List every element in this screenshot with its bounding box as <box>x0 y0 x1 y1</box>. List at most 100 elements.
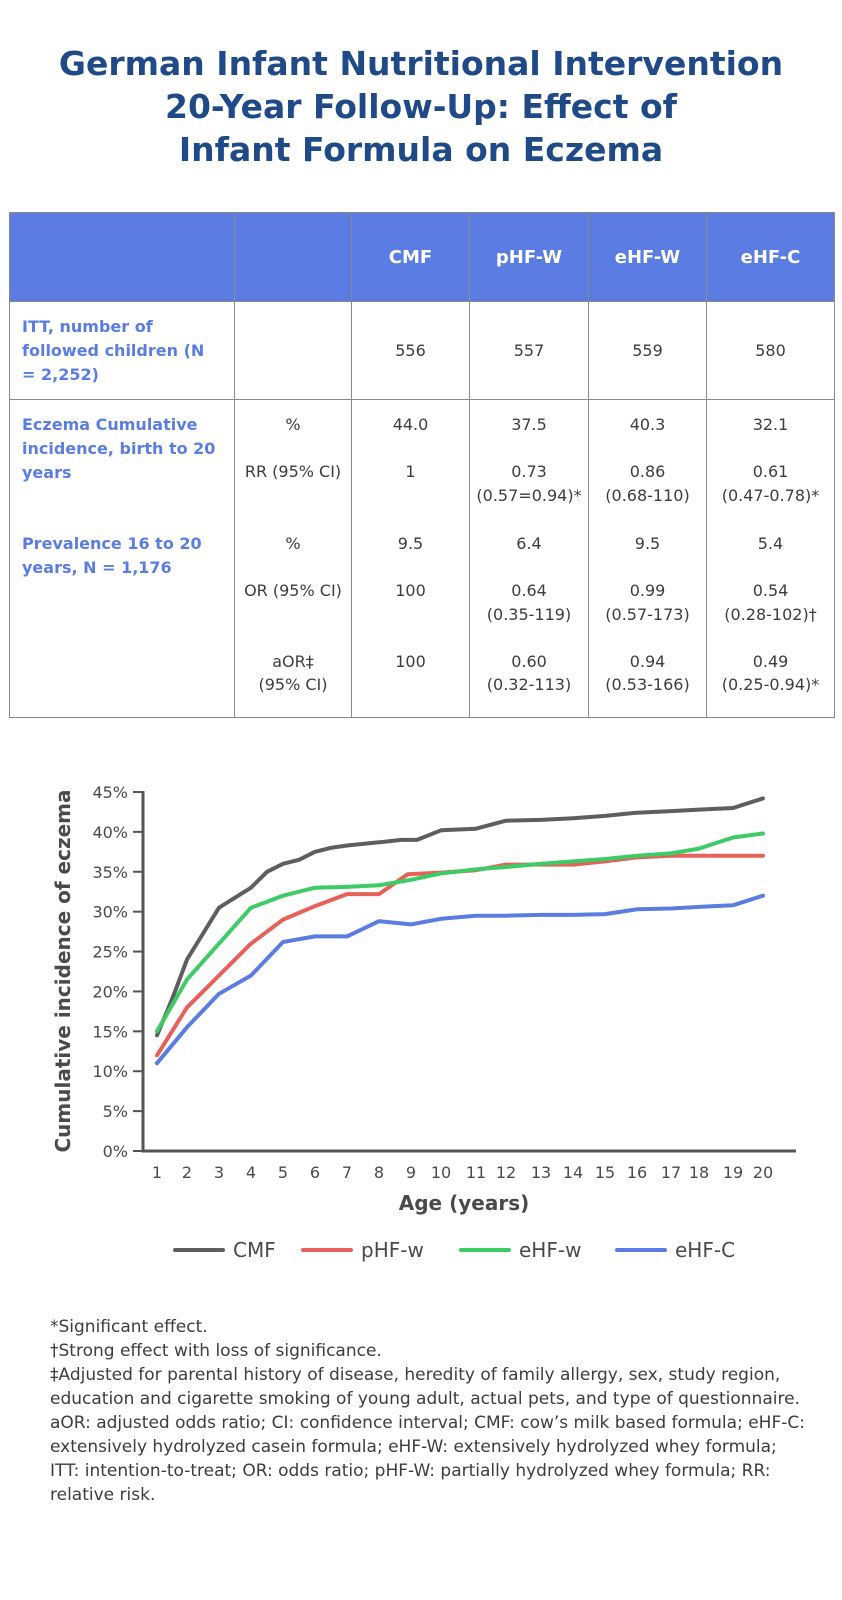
cell-value: 0.73 <box>511 462 547 481</box>
footnote: ‡Adjusted for parental history of diseas… <box>50 1365 800 1409</box>
title-line: German Infant Nutritional Intervention <box>58 44 784 83</box>
legend-label: eHF-w <box>519 1238 581 1262</box>
value-cell: 37.5 0.73 (0.57=0.94)* 6.4 0.64 (0.35-11… <box>469 399 589 718</box>
legend-label: CMF <box>233 1238 276 1262</box>
sublabel-cell: % RR (95% CI) % OR (95% CI) aOR‡ (95% CI… <box>234 399 352 718</box>
cell-value: (0.57=0.94)* <box>476 486 582 505</box>
column-header: eHF-W <box>588 212 707 302</box>
x-tick-label: 3 <box>214 1163 224 1182</box>
sublabel-cell <box>234 301 352 400</box>
footnote: †Strong effect with loss of significance… <box>50 1341 382 1361</box>
cell-value: 100 <box>395 581 426 600</box>
series-line-ehf-c <box>155 893 765 1066</box>
x-tick-label: 11 <box>466 1163 486 1182</box>
cell-value: 557 <box>513 341 545 360</box>
title-line: 20-Year Follow-Up: Effect of <box>164 87 677 126</box>
y-tick-label: 30% <box>92 903 128 922</box>
x-tick-label: 12 <box>496 1163 516 1182</box>
eczema-line-chart: 0%5%10%15%20%25%30%35%40%45% 1 2 3 4 5 6 7 8 9 10… <box>51 783 796 1262</box>
x-tick-label: 10 <box>431 1163 451 1182</box>
page-title: German Infant Nutritional Intervention 2… <box>0 42 842 171</box>
cell-value: (0.47-0.78)* <box>721 486 820 505</box>
header-empty-cell <box>9 212 235 302</box>
results-table: CMF pHF-W eHF-W eHF-C ITT, number of fol… <box>9 212 835 718</box>
sublabel: RR (95% CI) <box>244 462 342 481</box>
footnotes: *Significant effect. †Strong effect with… <box>50 1315 810 1507</box>
cell-value: 0.54 <box>752 581 789 600</box>
cell-value: 100 <box>395 652 426 671</box>
y-axis-ticks: 0% 5% 10% 15% 20% 25% 30% 35% 40% 45% <box>92 783 143 1161</box>
cell-value: 9.5 <box>397 534 424 553</box>
cell-value: 580 <box>755 341 786 360</box>
x-axis-label: Age (years) <box>399 1191 529 1215</box>
cell-value: 5.4 <box>757 534 784 553</box>
sublabel: aOR‡ <box>272 652 314 671</box>
legend-label: eHF-C <box>675 1238 735 1262</box>
y-tick-label: 5% <box>103 1102 128 1121</box>
x-tick-label: 17 <box>661 1163 681 1182</box>
cell-value: 556 <box>395 341 426 360</box>
row-label: Prevalence 16 to 20 years, N = 1,176 <box>22 534 202 577</box>
cell-value: (0.32-113) <box>486 675 572 694</box>
header-empty-cell <box>234 212 352 302</box>
y-tick-label: 25% <box>92 943 128 962</box>
value-cell: 32.1 0.61 (0.47-0.78)* 5.4 0.54 (0.28-10… <box>706 399 835 718</box>
value-cell: 559 <box>588 301 707 400</box>
series-line-phf-w <box>155 853 765 1058</box>
cell-value: (0.68-110) <box>605 486 690 505</box>
y-tick-label: 10% <box>92 1062 128 1081</box>
cell-value: (0.53-166) <box>605 675 690 694</box>
y-tick-label: 0% <box>103 1142 128 1161</box>
cell-value: 0.86 <box>629 462 666 481</box>
title-line: Infant Formula on Eczema <box>178 130 664 169</box>
cell-value: 0.49 <box>752 652 789 671</box>
chart-legend: CMF pHF-w eHF-w eHF-C <box>173 1238 735 1262</box>
cell-value: (0.28-102)† <box>724 605 817 624</box>
row-label-cell: Eczema Cumulative incidence, birth to 20… <box>9 399 235 718</box>
table-row: Eczema Cumulative incidence, birth to 20… <box>9 399 835 718</box>
chart-lines <box>155 796 765 1066</box>
cell-value: 1 <box>405 462 416 481</box>
x-tick-label: 4 <box>246 1163 256 1182</box>
x-tick-label: 20 <box>753 1163 773 1182</box>
series-line-cmf <box>155 796 765 1038</box>
y-tick-label: 45% <box>92 783 128 802</box>
cell-value: 559 <box>632 341 663 360</box>
x-tick-label: 6 <box>310 1163 320 1182</box>
cell-value: (0.57-173) <box>605 605 690 624</box>
column-header: pHF-W <box>469 212 589 302</box>
x-tick-label: 16 <box>627 1163 647 1182</box>
legend-label: pHF-w <box>361 1238 424 1262</box>
value-cell: 557 <box>469 301 589 400</box>
value-cell: 580 <box>706 301 835 400</box>
row-label-cell: ITT, number of followed children (N = 2,… <box>9 301 235 400</box>
x-tick-label: 9 <box>406 1163 416 1182</box>
footnote: *Significant effect. <box>50 1317 208 1337</box>
footnote: aOR: adjusted odds ratio; CI: confidence… <box>50 1413 805 1505</box>
sublabel: % <box>285 415 301 434</box>
cell-value: 32.1 <box>752 415 789 434</box>
x-tick-label: 13 <box>531 1163 551 1182</box>
x-tick-label: 7 <box>342 1163 352 1182</box>
x-tick-label: 19 <box>723 1163 743 1182</box>
x-tick-label: 15 <box>595 1163 615 1182</box>
x-tick-label: 1 <box>152 1163 162 1182</box>
x-tick-label: 18 <box>689 1163 709 1182</box>
cell-value: 0.60 <box>511 652 547 671</box>
cell-value: 0.61 <box>752 462 789 481</box>
cell-value: 9.5 <box>634 534 661 553</box>
y-tick-label: 35% <box>92 863 128 882</box>
value-cell: 44.0 1 9.5 100 100 <box>351 399 470 718</box>
cell-value: 44.0 <box>392 415 429 434</box>
column-header: eHF-C <box>706 212 835 302</box>
x-tick-label: 5 <box>278 1163 288 1182</box>
value-cell: 40.3 0.86 (0.68-110) 9.5 0.99 (0.57-173)… <box>588 399 707 718</box>
y-tick-label: 40% <box>92 823 128 842</box>
cell-value: 0.64 <box>511 581 547 600</box>
x-axis-ticks: 1 2 3 4 5 6 7 8 9 10 11 12 13 14 15 16 17 18 19 20 <box>152 1163 773 1182</box>
y-tick-label: 20% <box>92 982 128 1001</box>
cell-value: 0.94 <box>629 652 666 671</box>
cell-value: 0.99 <box>629 581 666 600</box>
y-tick-label: 15% <box>92 1022 128 1041</box>
cell-value: 37.5 <box>511 415 547 434</box>
